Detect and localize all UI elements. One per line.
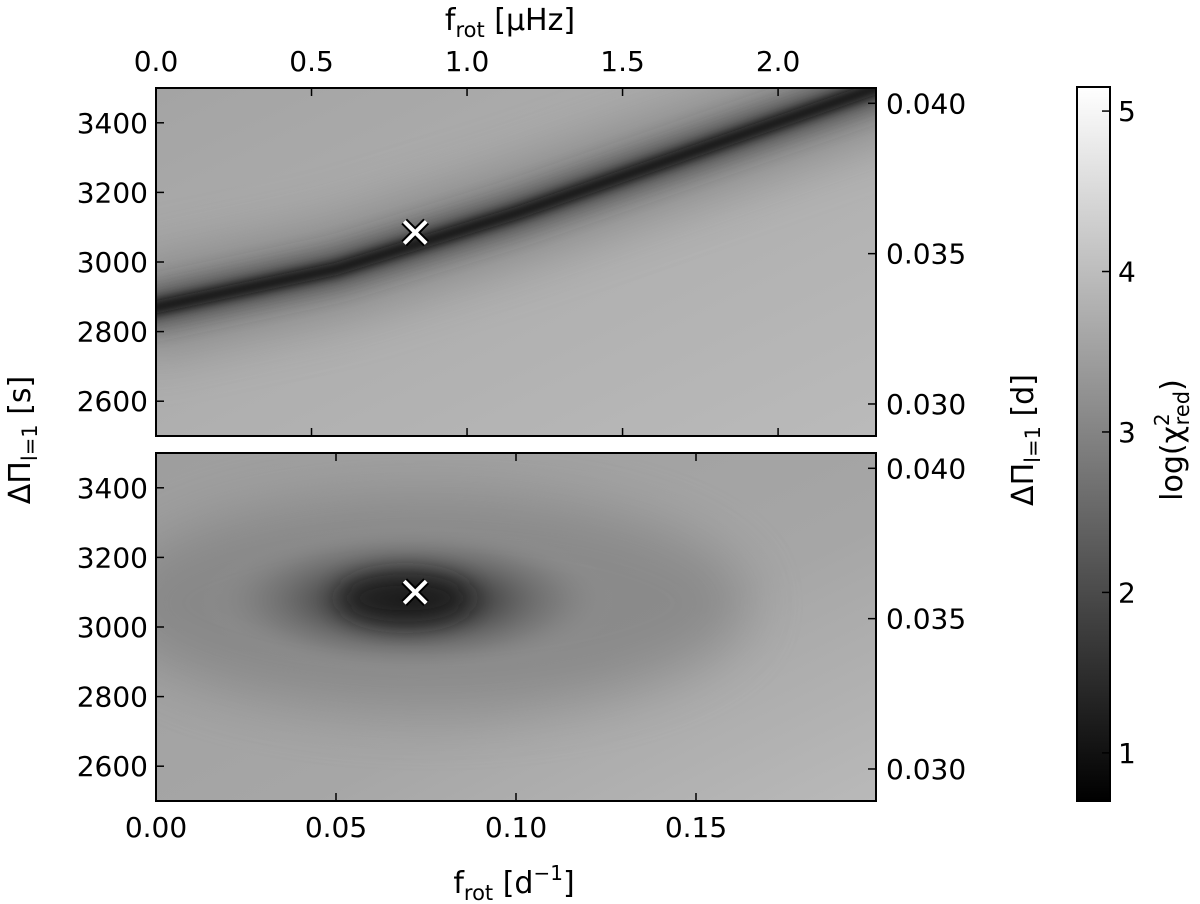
top-x-tick-label: 2.0 — [756, 45, 801, 78]
top-x-tick-label: 1.5 — [600, 45, 645, 78]
colorbar-tick-label: 2 — [1118, 576, 1136, 609]
y-tick-label: 3200 — [77, 176, 148, 209]
right-tick-label: 0.040 — [886, 87, 966, 120]
bottom-right-y-ticks: 0.030 0.035 0.040 — [868, 452, 966, 786]
bottom-x-tick-label: 0.05 — [305, 811, 367, 844]
bottom-x-tick-label: 0.10 — [485, 811, 547, 844]
colorbar-tick-label: 1 — [1118, 737, 1136, 770]
bottom-left-y-ticks: 2600 2800 3000 3200 3400 — [77, 472, 164, 783]
top-best-fit-marker — [401, 218, 430, 247]
marker-cross — [402, 220, 428, 245]
y-tick-label: 3400 — [77, 107, 148, 140]
y-tick-label: 2600 — [77, 750, 148, 783]
colorbar: 1 2 3 4 5 log(χ2red) — [1076, 86, 1194, 802]
y-tick-label: 3000 — [77, 246, 148, 279]
colorbar-tick-label: 3 — [1118, 416, 1136, 449]
bottom-x-tick-label: 0.00 — [125, 811, 187, 844]
top-x-tick-label: 0.5 — [289, 45, 334, 78]
colorbar-ticks: 1 2 3 4 5 — [1102, 95, 1136, 770]
y-tick-label: 3400 — [77, 472, 148, 505]
right-tick-label: 0.030 — [886, 753, 966, 786]
y-tick-label: 2600 — [77, 385, 148, 418]
right-tick-label: 0.040 — [886, 452, 966, 485]
top-left-y-ticks: 2600 2800 3000 3200 3400 — [77, 107, 164, 418]
bottom-x-ticks: 0.00 0.05 0.10 0.15 — [125, 453, 727, 844]
marker-cross — [402, 579, 428, 605]
colorbar-frame — [1076, 86, 1111, 802]
bottom-panel: 2600 2800 3000 3200 3400 0.030 0.035 0.040 0.0… — [77, 452, 966, 844]
right-tick-label: 0.035 — [886, 238, 966, 271]
top-x-axis-label: frot [μHz] — [445, 3, 575, 42]
right-y-axis-label: ΔΠl=1 [d] — [1006, 374, 1045, 506]
bottom-x-tick-label: 0.15 — [665, 811, 727, 844]
colorbar-tick-label: 5 — [1118, 95, 1136, 128]
y-tick-label: 3000 — [77, 611, 148, 644]
colorbar-tick-label: 4 — [1118, 256, 1136, 289]
y-tick-label: 2800 — [77, 316, 148, 349]
top-x-tick-label: 1.0 — [445, 45, 490, 78]
bottom-x-axis-label: frot [d−1] — [453, 861, 574, 904]
right-tick-label: 0.030 — [886, 388, 966, 421]
top-right-y-ticks: 0.030 0.035 0.040 — [868, 87, 966, 421]
top-panel: 2600 2800 3000 3200 3400 0.030 0.035 0.040 0.0… — [77, 45, 966, 437]
top-x-ticks: 0.0 0.5 1.0 1.5 2.0 — [134, 45, 801, 436]
colorbar-label: log(χ2red) — [1150, 379, 1194, 501]
top-valley-core — [156, 88, 876, 314]
left-y-axis-label: ΔΠl=1 [s] — [3, 376, 42, 504]
colorbar-gradient — [1077, 87, 1110, 801]
top-x-tick-label: 0.0 — [134, 45, 179, 78]
y-tick-label: 3200 — [77, 541, 148, 574]
right-tick-label: 0.035 — [886, 603, 966, 636]
bottom-best-fit-marker — [401, 578, 430, 607]
y-tick-label: 2800 — [77, 681, 148, 714]
